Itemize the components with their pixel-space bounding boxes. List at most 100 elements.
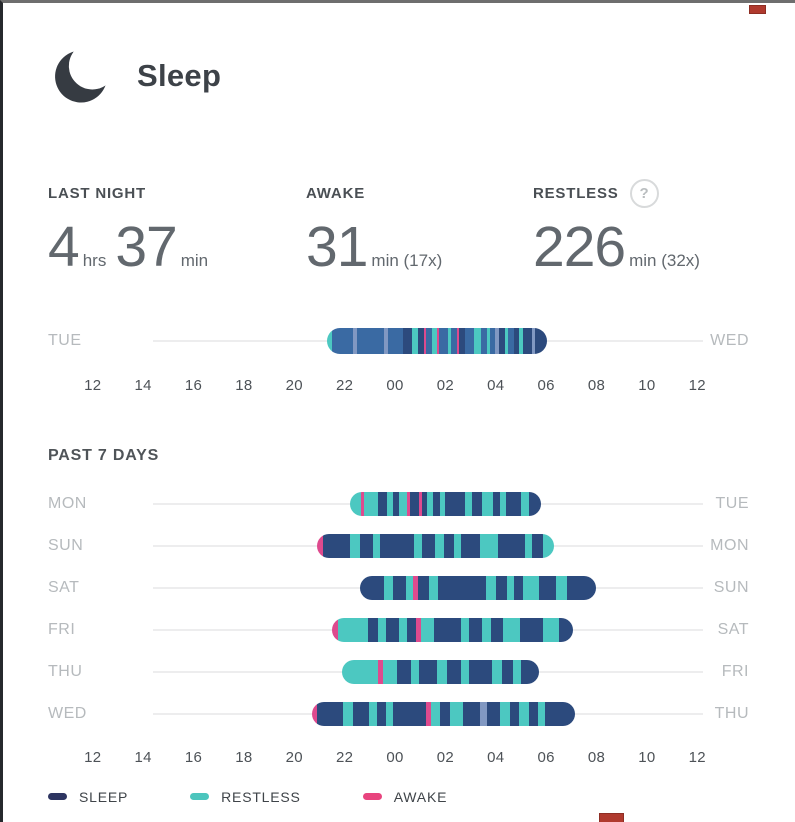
week-row-fri: FRI SAT — [48, 609, 750, 651]
axis-tick-label: 22 — [335, 748, 354, 766]
bar-segment-n — [359, 575, 384, 600]
bar-segment-t — [481, 617, 492, 642]
bar-segment-t — [518, 327, 524, 354]
bar-segment-n — [439, 701, 450, 726]
day-label-right: WED — [710, 331, 749, 349]
bar-segment-n — [491, 617, 503, 642]
bar-segment-n — [379, 533, 414, 558]
sleep-bar-sat[interactable] — [359, 575, 597, 600]
bar-segment-n — [487, 701, 501, 726]
bar-segment-t — [420, 617, 435, 642]
bar-segment-l — [384, 327, 388, 354]
awake-number: 31 — [306, 215, 368, 279]
axis-tick-label: 12 — [688, 748, 706, 766]
bar-segment-t — [464, 491, 472, 516]
bar-segment-n — [421, 533, 436, 558]
bar-segment-b — [464, 327, 474, 354]
bar-segment-t — [473, 327, 482, 354]
bar-segment-n — [535, 327, 548, 354]
week-row-thu: THU FRI — [48, 651, 750, 693]
legend-item-restless: RESTLESS — [190, 789, 301, 805]
bar-segment-t — [555, 575, 567, 600]
bar-segment-n — [471, 491, 483, 516]
bar-segment-b — [387, 327, 403, 354]
moon-icon — [49, 41, 117, 111]
axis-tick-label: 00 — [386, 748, 404, 766]
bar-segment-p — [361, 491, 364, 516]
axis-tick-label: 04 — [487, 376, 505, 394]
bar-segment-n — [444, 491, 465, 516]
past-7-days-heading: PAST 7 DAYS — [48, 446, 160, 464]
bar-segment-t — [512, 659, 521, 684]
bar-segment-n — [418, 575, 430, 600]
time-axis-bottom: 12 14 16 18 20 22 00 02 04 06 08 10 12 — [48, 741, 750, 775]
bar-segment-l — [532, 327, 536, 354]
bar-segment-n — [458, 327, 465, 354]
help-icon[interactable]: ? — [629, 179, 659, 208]
screenshot-artifact-bottom — [599, 813, 624, 822]
axis-tick-label: 08 — [587, 376, 606, 394]
bar-segment-n — [396, 659, 411, 684]
axis-tick-label: 12 — [84, 376, 102, 394]
bar-segment-n — [501, 659, 513, 684]
bar-segment-l — [494, 327, 499, 354]
bar-segment-t — [502, 617, 521, 642]
legend-label-sleep: SLEEP — [79, 788, 129, 805]
bar-segment-n — [539, 575, 556, 600]
bar-segment-t — [383, 575, 394, 600]
stat-last-night-label: LAST NIGHT — [48, 185, 146, 202]
bar-segment-l — [352, 327, 358, 354]
bar-segment-n — [443, 533, 455, 558]
bar-segment-n — [532, 533, 543, 558]
bar-segment-t — [449, 701, 463, 726]
bar-segment-t — [491, 659, 502, 684]
legend: SLEEP RESTLESS AWAKE — [3, 789, 795, 805]
bar-segment-p — [456, 327, 459, 354]
bar-segment-t — [369, 701, 377, 726]
awake-swatch-icon — [362, 793, 382, 801]
axis-tick-label: 12 — [688, 376, 706, 394]
bar-segment-t — [542, 533, 554, 558]
sleep-bar-thu[interactable] — [342, 659, 539, 684]
bar-segment-t — [411, 327, 418, 354]
legend-label-restless: RESTLESS — [221, 788, 301, 805]
bar-segment-b — [481, 327, 488, 354]
bar-segment-p — [418, 491, 422, 516]
stat-restless-label: RESTLESS ? — [533, 179, 750, 208]
axis-tick-label: 22 — [335, 376, 354, 394]
day-label-right: FRI — [721, 662, 749, 680]
stat-awake: AWAKE 31 min (17x) — [306, 179, 533, 278]
bar-segment-t — [377, 617, 386, 642]
sleep-bar-mon[interactable] — [349, 491, 542, 516]
bar-segment-n — [523, 327, 533, 354]
day-label-right: MON — [710, 536, 749, 554]
day-label-right: THU — [714, 704, 749, 722]
sleep-bar-fri[interactable] — [332, 617, 573, 642]
bar-segment-t — [398, 617, 407, 642]
sleep-bar-last-night[interactable] — [327, 327, 548, 354]
bar-segment-n — [468, 617, 482, 642]
axis-tick-label: 06 — [537, 748, 555, 766]
bar-segment-t — [399, 491, 407, 516]
sleep-bar-sun[interactable] — [316, 533, 554, 558]
time-axis-top: 12 14 16 18 20 22 00 02 04 06 08 10 12 — [48, 369, 750, 403]
bar-segment-n — [378, 491, 387, 516]
sleep-bar-wed[interactable] — [311, 701, 576, 726]
bar-segment-t — [480, 533, 498, 558]
stat-last-night-value: 4 hrs 37 min — [48, 217, 306, 278]
bar-segment-n — [393, 575, 406, 600]
bar-segment-n — [438, 575, 487, 600]
restless-number: 226 — [533, 215, 626, 279]
bar-segment-p — [416, 617, 421, 642]
bar-segment-n — [497, 533, 526, 558]
legend-item-awake: AWAKE — [362, 789, 448, 805]
axis-tick-label: 16 — [184, 376, 203, 394]
bar-segment-n — [392, 701, 426, 726]
bar-segment-t — [349, 491, 362, 516]
bar-segment-b — [331, 327, 353, 354]
awake-unit: min (17x) — [371, 251, 443, 270]
bar-segment-n — [317, 701, 344, 726]
bar-segment-t — [460, 617, 469, 642]
bar-segment-t — [327, 327, 332, 354]
bar-segment-t — [430, 701, 440, 726]
